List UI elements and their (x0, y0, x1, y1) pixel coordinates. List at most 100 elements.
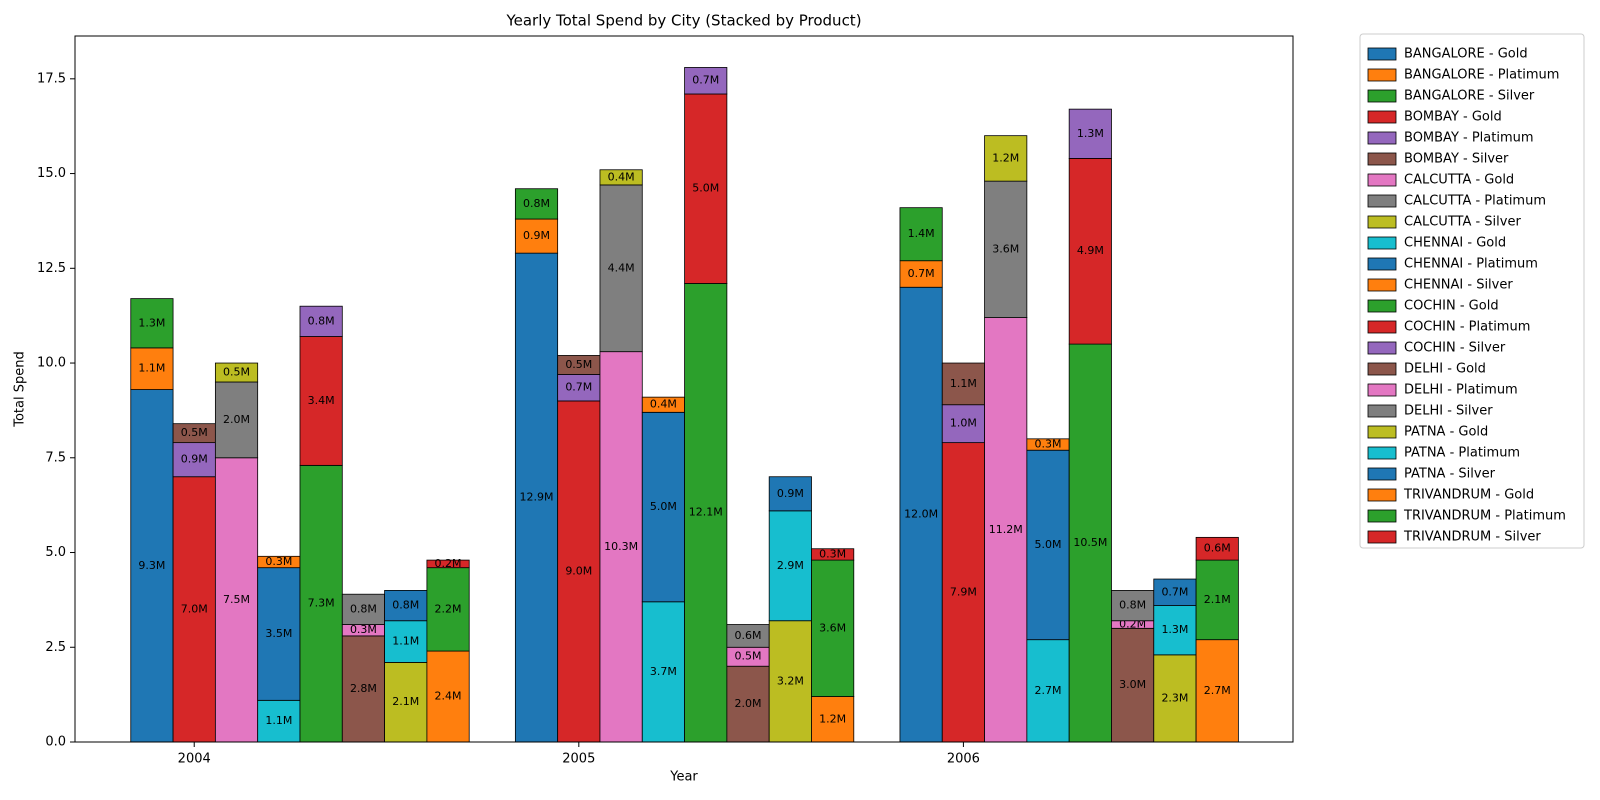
legend-swatch (1367, 467, 1397, 481)
bar-segment (172, 442, 216, 478)
bar-segment (941, 442, 985, 743)
legend-label: TRIVANDRUM - Platimum (1403, 509, 1566, 524)
legend-swatch (1367, 89, 1397, 103)
bar-segment (426, 559, 470, 569)
bar-segment (1195, 639, 1239, 743)
data-label: 0.5M (181, 426, 208, 439)
data-label: 1.0M (950, 417, 977, 430)
data-label: 2.1M (1204, 593, 1231, 606)
legend-frame (1359, 33, 1585, 549)
data-label: 3.2M (777, 674, 804, 687)
data-label: 7.9M (950, 585, 977, 598)
chart-title: Yearly Total Spend by City (Stacked by P… (505, 12, 861, 30)
legend-label: BANGALORE - Gold (1404, 47, 1528, 62)
data-label: 11.2M (989, 523, 1023, 536)
bar-segment (1068, 158, 1112, 345)
data-label: 2.0M (223, 413, 250, 426)
legend-label: CHENNAI - Gold (1404, 236, 1506, 251)
bar-segment (130, 389, 174, 743)
x-tick-label: 2004 (178, 752, 211, 767)
data-label: 4.9M (1077, 244, 1104, 257)
data-label: 5.0M (1035, 538, 1062, 551)
bar-segment (1153, 605, 1197, 656)
y-tick-label: 10.0 (37, 356, 66, 371)
data-label: 0.7M (1161, 585, 1188, 598)
y-tick-label: 15.0 (37, 166, 66, 181)
bar-segment (514, 188, 559, 220)
legend-swatch (1367, 131, 1397, 145)
bar-segment (768, 476, 812, 512)
data-label: 0.2M (435, 557, 462, 570)
bar-segment (811, 559, 855, 697)
legend-label: COCHIN - Gold (1404, 299, 1499, 314)
data-label: 1.3M (138, 316, 165, 329)
data-label: 2.8M (350, 682, 377, 695)
legend-swatch (1367, 68, 1397, 82)
data-label: 2.2M (435, 602, 462, 615)
bar-segment (768, 620, 812, 743)
data-label: 3.6M (992, 242, 1019, 255)
legend-swatch (1367, 47, 1397, 61)
data-label: 0.8M (308, 314, 335, 327)
data-label: 0.8M (392, 599, 419, 612)
legend-swatch (1367, 173, 1397, 187)
legend-label: BOMBAY - Platimum (1404, 131, 1534, 146)
legend-swatch (1367, 152, 1397, 166)
bar-segment (599, 184, 643, 353)
legend-swatch (1367, 320, 1397, 334)
data-label: 5.0M (650, 500, 677, 513)
data-label: 1.3M (1161, 623, 1188, 636)
legend-label: PATNA - Platimum (1404, 446, 1520, 461)
data-label: 1.2M (819, 712, 846, 725)
bar-segment (557, 400, 601, 743)
bar-segment (341, 593, 385, 625)
legend-swatch (1367, 530, 1397, 544)
bar-segment (1111, 590, 1155, 622)
data-label: 2.3M (1161, 691, 1188, 704)
legend-label: COCHIN - Silver (1404, 341, 1506, 356)
y-tick-label: 17.5 (37, 71, 66, 86)
data-label: 0.7M (692, 74, 719, 87)
data-label: 0.4M (650, 398, 677, 411)
legend-label: CHENNAI - Platimum (1404, 257, 1538, 272)
legend-label: BOMBAY - Gold (1404, 110, 1502, 125)
legend-label: DELHI - Silver (1404, 404, 1493, 419)
bar-segment (1153, 578, 1197, 606)
data-label: 0.5M (223, 366, 250, 379)
data-label: 10.5M (1073, 536, 1107, 549)
data-label: 0.5M (565, 358, 592, 371)
data-label: 1.1M (265, 714, 292, 727)
legend-label: COCHIN - Platimum (1404, 320, 1530, 335)
y-tick-label: 2.5 (45, 640, 66, 655)
legend-swatch (1367, 341, 1397, 355)
data-label: 10.3M (604, 540, 638, 553)
data-label: 1.1M (950, 377, 977, 390)
data-label: 3.5M (265, 627, 292, 640)
bar-segment (514, 218, 559, 254)
bar-segment (1068, 108, 1112, 159)
data-label: 3.4M (308, 394, 335, 407)
bar-segment (257, 699, 301, 743)
legend-label: TRIVANDRUM - Gold (1403, 488, 1534, 503)
bar-segment (1195, 559, 1239, 641)
legend-label: BANGALORE - Silver (1404, 89, 1535, 104)
bar-segment (684, 283, 728, 743)
data-label: 0.9M (777, 487, 804, 500)
data-label: 2.9M (777, 559, 804, 572)
legend-label: BOMBAY - Silver (1404, 152, 1509, 167)
data-label: 7.0M (181, 602, 208, 615)
bar-segment (941, 362, 985, 406)
data-label: 0.6M (1204, 542, 1231, 555)
bar-segment (214, 362, 259, 383)
legend-label: CALCUTTA - Silver (1404, 215, 1521, 230)
legend-swatch (1367, 215, 1397, 229)
bar-segment (299, 336, 343, 466)
legend-swatch (1367, 383, 1397, 397)
data-label: 0.5M (735, 650, 762, 663)
legend-label: CHENNAI - Silver (1404, 278, 1513, 293)
bar-segment (811, 548, 855, 561)
x-tick-label: 2006 (947, 752, 980, 767)
legend-label: BANGALORE - Platimum (1404, 68, 1559, 83)
data-label: 0.3M (350, 623, 377, 636)
